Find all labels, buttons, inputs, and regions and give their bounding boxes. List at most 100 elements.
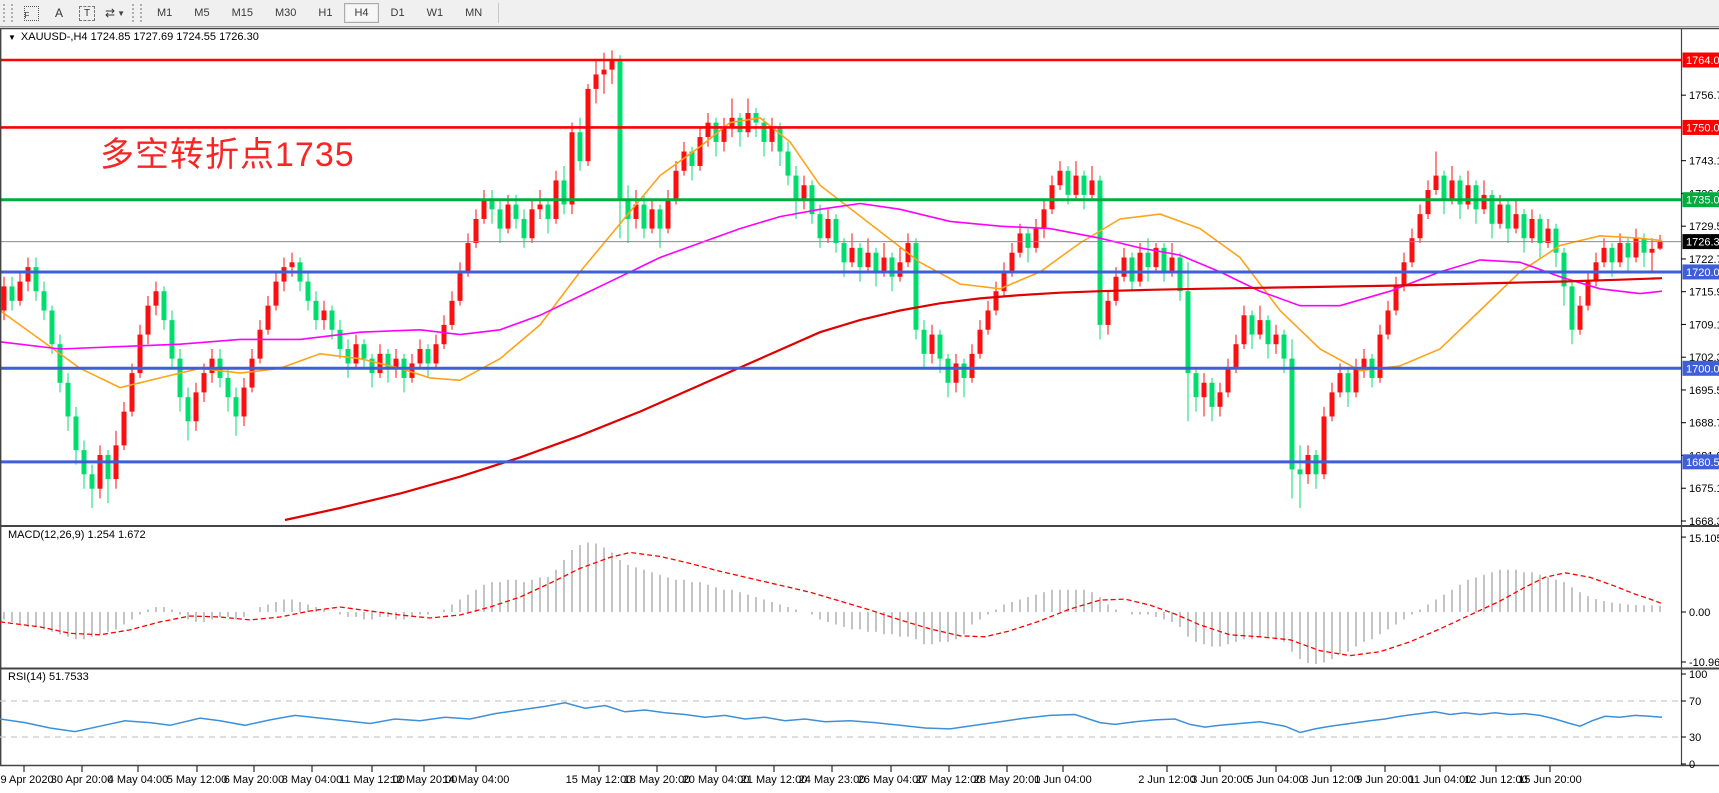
date-tick-label: 6 May 20:00 <box>224 774 285 786</box>
timeframe-m5-button[interactable]: M5 <box>184 3 219 23</box>
candle <box>881 257 887 272</box>
date-tick-label: 30 Apr 20:00 <box>51 774 113 786</box>
macd-signal-line <box>0 551 1663 657</box>
candle <box>1345 373 1351 393</box>
candle <box>1081 175 1087 195</box>
candle <box>97 454 103 489</box>
candle <box>953 363 959 383</box>
macd-tick-label: 0.00 <box>1689 607 1710 619</box>
timeframe-h1-button[interactable]: H1 <box>308 3 342 23</box>
candle <box>1209 382 1215 407</box>
ma-magenta-line <box>0 202 1663 350</box>
candle <box>1073 175 1079 195</box>
date-tick-label: 15 Jun 20:00 <box>1518 774 1582 786</box>
candle <box>697 137 703 166</box>
candle <box>1521 214 1527 239</box>
rsi-panel[interactable]: 100 70 30 0 <box>0 669 1707 771</box>
date-tick-label: 12 May 20:00 <box>391 774 458 786</box>
candle <box>513 204 519 219</box>
candle <box>225 377 231 398</box>
candle <box>241 387 247 417</box>
chevron-down-icon: ▼ <box>117 8 125 18</box>
candle <box>521 218 527 239</box>
candle <box>841 243 847 263</box>
symbol-title[interactable]: ▼ XAUUSD-,H4 1724.85 1727.69 1724.55 1726… <box>8 31 259 43</box>
price-axis[interactable]: 1756.701743.101736.301729.501722.701715.… <box>1681 52 1719 528</box>
date-tick-label: 5 May 12:00 <box>167 774 228 786</box>
date-tick-label: 15 May 12:00 <box>566 774 633 786</box>
timeframe-m15-button[interactable]: M15 <box>222 3 263 23</box>
date-tick-label: 28 May 20:00 <box>974 774 1041 786</box>
date-tick-label: 2 Jun 12:00 <box>1138 774 1196 786</box>
candle <box>1273 334 1279 345</box>
price-label-text: 1720.00 <box>1686 267 1719 279</box>
candle <box>657 209 663 229</box>
candle <box>209 358 215 374</box>
candle <box>641 204 647 229</box>
candle <box>129 373 135 412</box>
price-tick-label: 1756.70 <box>1689 90 1719 102</box>
candle <box>177 358 183 398</box>
candle <box>1425 190 1431 215</box>
text-box-icon[interactable]: T <box>75 2 99 25</box>
candle <box>897 262 903 277</box>
grid-f-icon[interactable]: F <box>19 2 43 25</box>
candle <box>561 180 567 205</box>
price-tick-label: 1743.10 <box>1689 156 1719 168</box>
candle <box>857 247 863 268</box>
macd-panel[interactable]: 15.105 0.00 -10.963 <box>0 533 1719 669</box>
price-label-text: 1764.00 <box>1686 55 1719 67</box>
date-tick-label: 21 May 12:00 <box>741 774 808 786</box>
candle <box>1657 241 1663 249</box>
candle <box>473 218 479 244</box>
price-tick-label: 1709.10 <box>1689 319 1719 331</box>
sr-lines[interactable] <box>0 58 1681 464</box>
symbol-dropdown-icon[interactable]: ▼ <box>8 33 16 42</box>
price-tick-label: 1675.10 <box>1689 483 1719 495</box>
rsi-tick-label: 70 <box>1689 696 1701 708</box>
candles[interactable] <box>1 50 1663 508</box>
candle <box>721 127 727 142</box>
timeframe-m30-button[interactable]: M30 <box>265 3 306 23</box>
candle <box>833 218 839 244</box>
toolbar-grip[interactable] <box>3 4 13 22</box>
candle <box>257 329 263 359</box>
ma-orange-line <box>0 116 1663 389</box>
candle <box>185 397 191 422</box>
candle <box>273 281 279 306</box>
text-label-icon[interactable]: A <box>47 2 71 25</box>
date-tick-label: 20 May 04:00 <box>683 774 750 786</box>
candle <box>1201 382 1207 398</box>
cursor-arrows-icon[interactable]: ⇄ ▼ <box>103 2 127 25</box>
candle <box>1305 454 1311 475</box>
candle <box>169 320 175 359</box>
date-tick-label: 1 Jun 04:00 <box>1034 774 1092 786</box>
price-label-box <box>1682 264 1719 280</box>
date-tick-label: 24 May 23:00 <box>799 774 866 786</box>
candle <box>249 358 255 388</box>
candle <box>865 252 871 268</box>
timeframe-m1-button[interactable]: M1 <box>147 3 182 23</box>
rsi-tick-label: 100 <box>1689 669 1707 681</box>
candle <box>945 358 951 383</box>
candle <box>121 411 127 446</box>
candle <box>1033 228 1039 248</box>
candle <box>705 122 711 138</box>
annotation-text: 多空转折点1735 <box>100 136 355 174</box>
candle <box>969 353 975 378</box>
timeframe-mn-button[interactable]: MN <box>455 3 492 23</box>
candle <box>681 151 687 171</box>
toolbar-grip-2[interactable] <box>132 4 142 22</box>
timeframe-d1-button[interactable]: D1 <box>381 3 415 23</box>
text-box-icon-glyph: T <box>79 5 95 21</box>
timeframe-h4-button[interactable]: H4 <box>344 3 379 23</box>
candle <box>617 60 623 200</box>
candle <box>1137 252 1143 282</box>
candle <box>1313 454 1319 475</box>
timeframe-w1-button[interactable]: W1 <box>417 3 454 23</box>
candle <box>465 243 471 272</box>
rsi-tick-label: 30 <box>1689 732 1701 744</box>
moving-averages <box>0 116 1663 522</box>
